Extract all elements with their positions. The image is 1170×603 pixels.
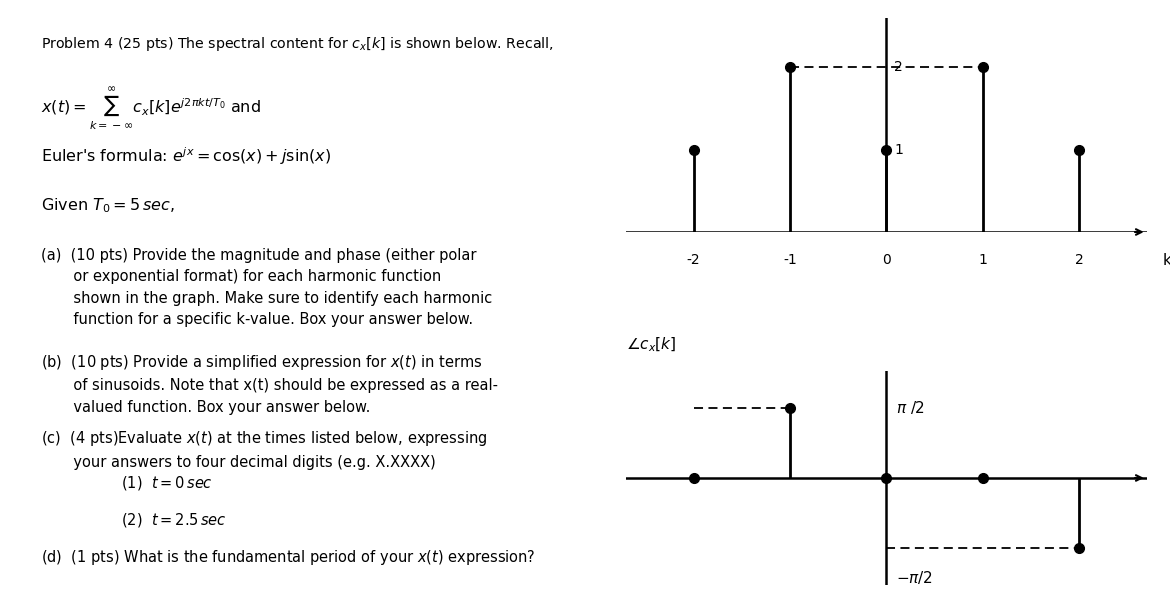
Text: $x(t) = \sum_{k=-\infty}^{\infty} c_x[k]e^{j2\pi kt/T_0}$ and: $x(t) = \sum_{k=-\infty}^{\infty} c_x[k]… — [41, 86, 261, 133]
Text: (1)  $t = 0\, sec$: (1) $t = 0\, sec$ — [122, 475, 213, 493]
Text: 1: 1 — [978, 253, 987, 267]
Text: k: k — [1162, 253, 1170, 268]
Text: (c)  (4 pts)Evaluate $x(t)$ at the times listed below, expressing
       your an: (c) (4 pts)Evaluate $x(t)$ at the times … — [41, 429, 487, 470]
Text: 2: 2 — [894, 60, 903, 74]
Text: Given $T_0 = 5\, sec,$: Given $T_0 = 5\, sec,$ — [41, 197, 174, 215]
Text: (d)  (1 pts) What is the fundamental period of your $x(t)$ expression?: (d) (1 pts) What is the fundamental peri… — [41, 548, 536, 567]
Text: -2: -2 — [687, 253, 701, 267]
Text: $\angle c_x[k]$: $\angle c_x[k]$ — [626, 335, 676, 354]
Text: Euler's formula: $e^{jx} = \cos(x) + j\sin(x)$: Euler's formula: $e^{jx} = \cos(x) + j\s… — [41, 146, 331, 167]
Text: $-\pi/2$: $-\pi/2$ — [896, 569, 932, 586]
Text: -1: -1 — [783, 253, 797, 267]
Text: (2)  $t = 2.5\, sec$: (2) $t = 2.5\, sec$ — [122, 511, 227, 529]
Text: $\pi$ /2: $\pi$ /2 — [896, 399, 924, 417]
Text: $|c_x[k]|$: $|c_x[k]|$ — [626, 0, 673, 1]
Text: 2: 2 — [1075, 253, 1083, 267]
Text: (b)  (10 pts) Provide a simplified expression for $x(t)$ in terms
       of sinu: (b) (10 pts) Provide a simplified expres… — [41, 353, 497, 415]
Text: (a)  (10 pts) Provide the magnitude and phase (either polar
       or exponentia: (a) (10 pts) Provide the magnitude and p… — [41, 248, 491, 327]
Text: 1: 1 — [894, 143, 903, 157]
Text: 0: 0 — [882, 253, 890, 267]
Text: Problem 4 (25 pts) The spectral content for $c_x[k]$ is shown below. Recall,: Problem 4 (25 pts) The spectral content … — [41, 35, 553, 53]
